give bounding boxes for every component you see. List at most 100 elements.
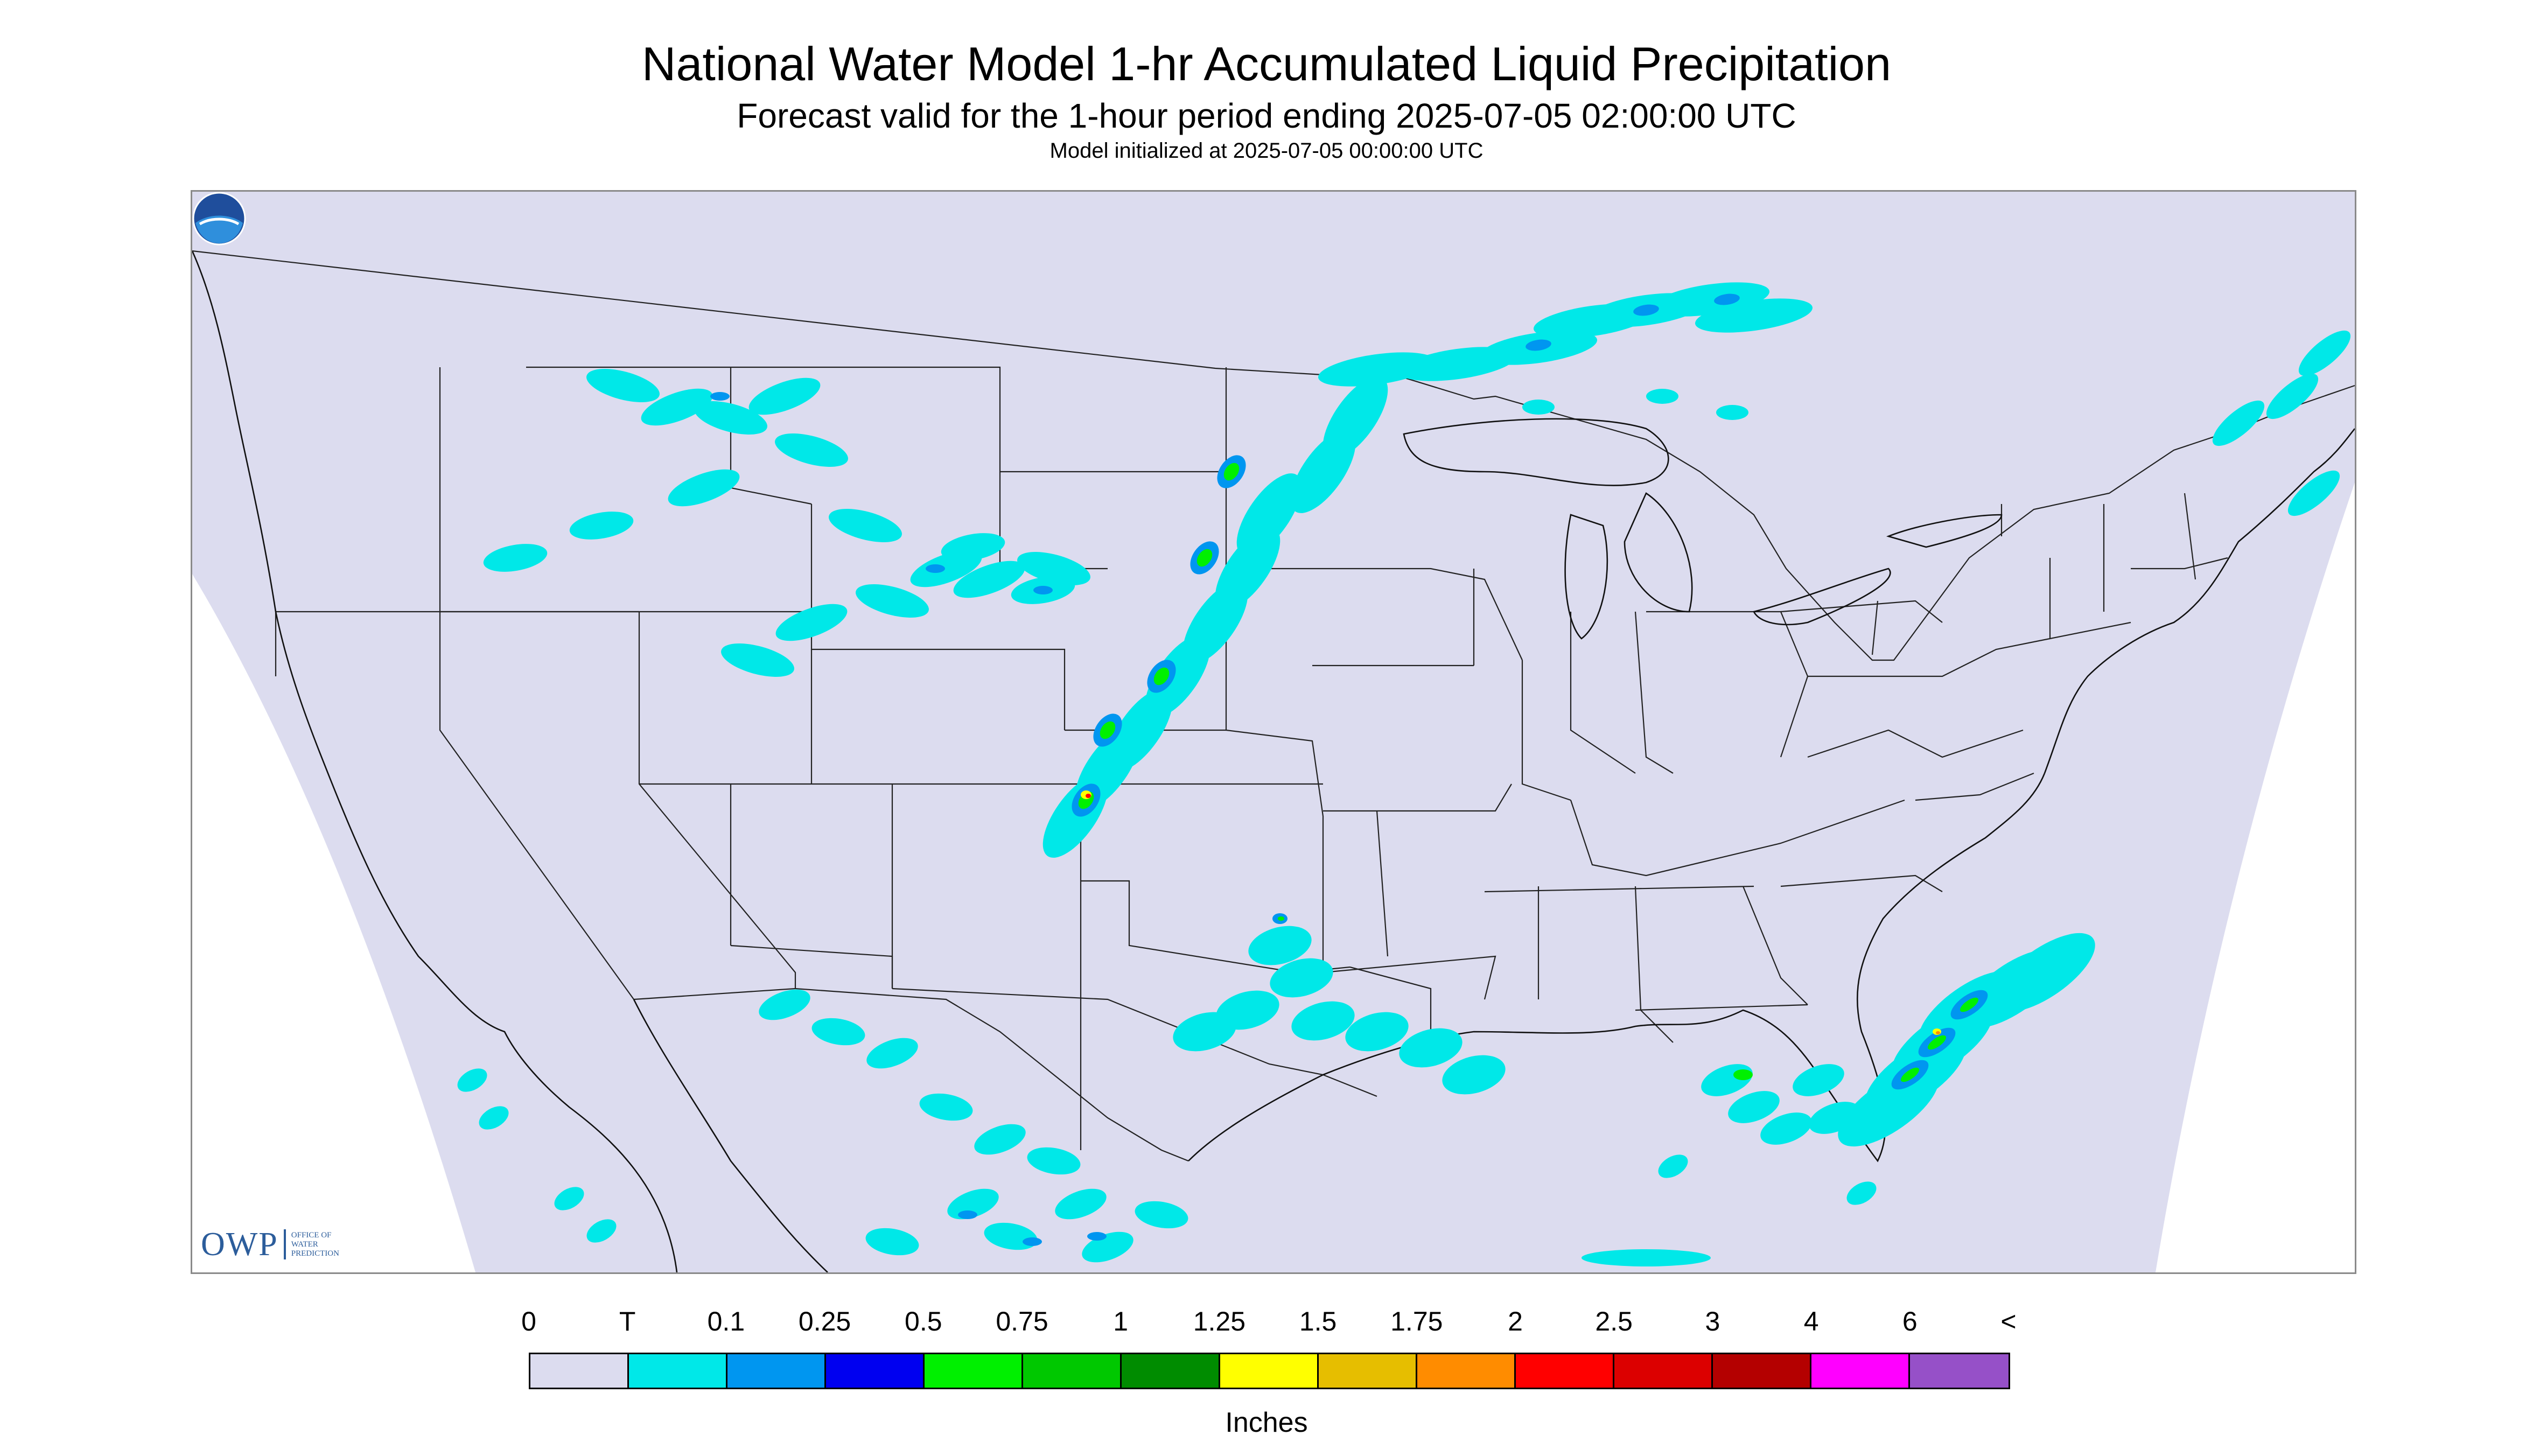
precip-cell bbox=[668, 469, 740, 507]
legend-swatch-11 bbox=[1614, 1354, 1713, 1388]
precip-cell bbox=[1846, 1181, 1877, 1205]
precip-cell bbox=[775, 433, 848, 467]
legend-swatch-14 bbox=[1910, 1354, 2009, 1388]
precip-cell bbox=[1900, 1067, 1920, 1082]
legend-tick-label: 0.25 bbox=[798, 1306, 851, 1336]
legend-tick-label: 4 bbox=[1803, 1306, 1819, 1336]
legend-tick-label: 0.1 bbox=[707, 1306, 745, 1336]
precip-cell bbox=[1582, 1249, 1711, 1266]
precip-cell bbox=[759, 989, 810, 1020]
precip-cell bbox=[1442, 1055, 1506, 1095]
precip-cell bbox=[829, 509, 902, 542]
precip-cell bbox=[710, 392, 730, 401]
precip-cell bbox=[586, 369, 660, 402]
legend-tick-labels: 0 T 0.1 0.25 0.5 0.75 1 1.25 1.5 1.75 2 2.5 3 4 6 < bbox=[521, 1306, 2028, 1338]
precip-cell bbox=[1248, 926, 1312, 965]
precip-cell bbox=[748, 377, 821, 415]
legend-swatch-6 bbox=[1122, 1354, 1220, 1388]
precip-cell bbox=[1278, 916, 1284, 921]
precip-cell bbox=[2298, 330, 2351, 376]
precip-cell bbox=[1658, 1154, 1688, 1178]
precip-cell bbox=[483, 544, 548, 572]
precip-cell bbox=[866, 1038, 918, 1069]
precip-cell bbox=[721, 643, 794, 677]
legend-tick-label: 6 bbox=[1902, 1306, 1918, 1336]
precip-cell bbox=[1087, 1232, 1107, 1241]
precip-cell bbox=[1728, 1091, 1780, 1123]
precip-cell bbox=[479, 1106, 509, 1130]
precip-cell bbox=[694, 401, 767, 435]
precipitation-areas bbox=[457, 282, 2351, 1266]
owp-letters: OWP bbox=[201, 1226, 278, 1263]
legend-swatch-5 bbox=[1023, 1354, 1122, 1388]
forecast-valid-subtitle: Forecast valid for the 1-hour period end… bbox=[737, 96, 1796, 135]
precip-cell bbox=[856, 584, 929, 618]
precip-cell bbox=[1270, 958, 1333, 998]
legend-swatch-4 bbox=[925, 1354, 1023, 1388]
precip-cell bbox=[1714, 293, 1740, 305]
precip-cell bbox=[569, 512, 634, 540]
precip-cell bbox=[926, 564, 945, 573]
precip-cell bbox=[1793, 1064, 1844, 1096]
legend-swatch-7 bbox=[1220, 1354, 1319, 1388]
legend-tick-label: 0.75 bbox=[996, 1306, 1048, 1336]
precip-cell bbox=[1135, 1201, 1188, 1229]
precip-cell bbox=[1838, 1067, 1939, 1147]
precip-cell bbox=[947, 1188, 999, 1220]
precip-cell bbox=[974, 1124, 1026, 1155]
precip-cell bbox=[1223, 463, 1240, 481]
owp-text-line-3: PREDICTION bbox=[291, 1249, 339, 1258]
map-title: National Water Model 1-hr Accumulated Li… bbox=[641, 37, 1892, 90]
precipitation-map: OWP OFFICE OF WATER PREDICTION bbox=[191, 190, 2356, 1274]
owp-logo: OWP OFFICE OF WATER PREDICTION bbox=[201, 1226, 339, 1263]
legend-swatch-9 bbox=[1417, 1354, 1516, 1388]
precip-cell bbox=[1526, 339, 1551, 351]
legend-unit-label: Inches bbox=[1225, 1407, 1308, 1438]
precip-cell bbox=[865, 1228, 919, 1256]
legend-tick-label: 0.5 bbox=[905, 1306, 942, 1336]
legend-tick-label: 2 bbox=[1508, 1306, 1523, 1336]
precip-cell bbox=[1086, 794, 1091, 798]
owp-text-line-2: WATER bbox=[291, 1240, 318, 1249]
precip-cell bbox=[2212, 400, 2265, 446]
precip-cell bbox=[1196, 549, 1213, 567]
precip-cell bbox=[1153, 667, 1170, 685]
precip-cell bbox=[941, 533, 1005, 561]
precip-cell bbox=[1291, 1001, 1355, 1041]
legend-tick-label: 1.75 bbox=[1390, 1306, 1443, 1336]
owp-text-line-1: OFFICE OF bbox=[291, 1230, 332, 1240]
precip-cell bbox=[586, 1219, 617, 1243]
legend-swatch-3 bbox=[826, 1354, 925, 1388]
precip-cell bbox=[1695, 298, 1813, 333]
precip-cell bbox=[1055, 1188, 1107, 1220]
precip-cell bbox=[554, 1187, 584, 1210]
legend-tick-label: 3 bbox=[1705, 1306, 1720, 1336]
model-domain bbox=[192, 192, 2355, 1272]
precip-cell bbox=[1399, 1028, 1463, 1068]
map-canvas bbox=[192, 192, 2355, 1272]
precip-cell bbox=[775, 604, 848, 641]
owp-divider bbox=[283, 1229, 286, 1259]
precip-cell bbox=[919, 1093, 973, 1121]
noaa-logo-icon bbox=[192, 192, 246, 246]
legend-tick-label: 2.5 bbox=[1595, 1306, 1633, 1336]
precip-cell bbox=[1809, 1102, 1860, 1134]
legend-tick-label: 1.25 bbox=[1193, 1306, 1246, 1336]
legend-swatch-10 bbox=[1516, 1354, 1614, 1388]
precip-cell bbox=[2287, 470, 2340, 516]
model-init-line: Model initialized at 2025-07-05 00:00:00… bbox=[1049, 139, 1484, 163]
legend-tick-label: T bbox=[619, 1306, 636, 1336]
precip-cell bbox=[1927, 1035, 1947, 1050]
precip-cell bbox=[1646, 389, 1678, 404]
precip-cell bbox=[1936, 1031, 1940, 1034]
precip-cell bbox=[1633, 304, 1659, 316]
legend-swatch-0 bbox=[530, 1354, 629, 1388]
legend-tick-label: 1 bbox=[1113, 1306, 1129, 1336]
precip-cell bbox=[1290, 430, 1356, 513]
precip-cell bbox=[1017, 552, 1090, 585]
legend-tick-label: < bbox=[2000, 1306, 2017, 1336]
precip-cell bbox=[2266, 373, 2319, 419]
legend-swatch-12 bbox=[1713, 1354, 1811, 1388]
precip-cell bbox=[1173, 1012, 1236, 1052]
precip-cell bbox=[1716, 405, 1748, 420]
